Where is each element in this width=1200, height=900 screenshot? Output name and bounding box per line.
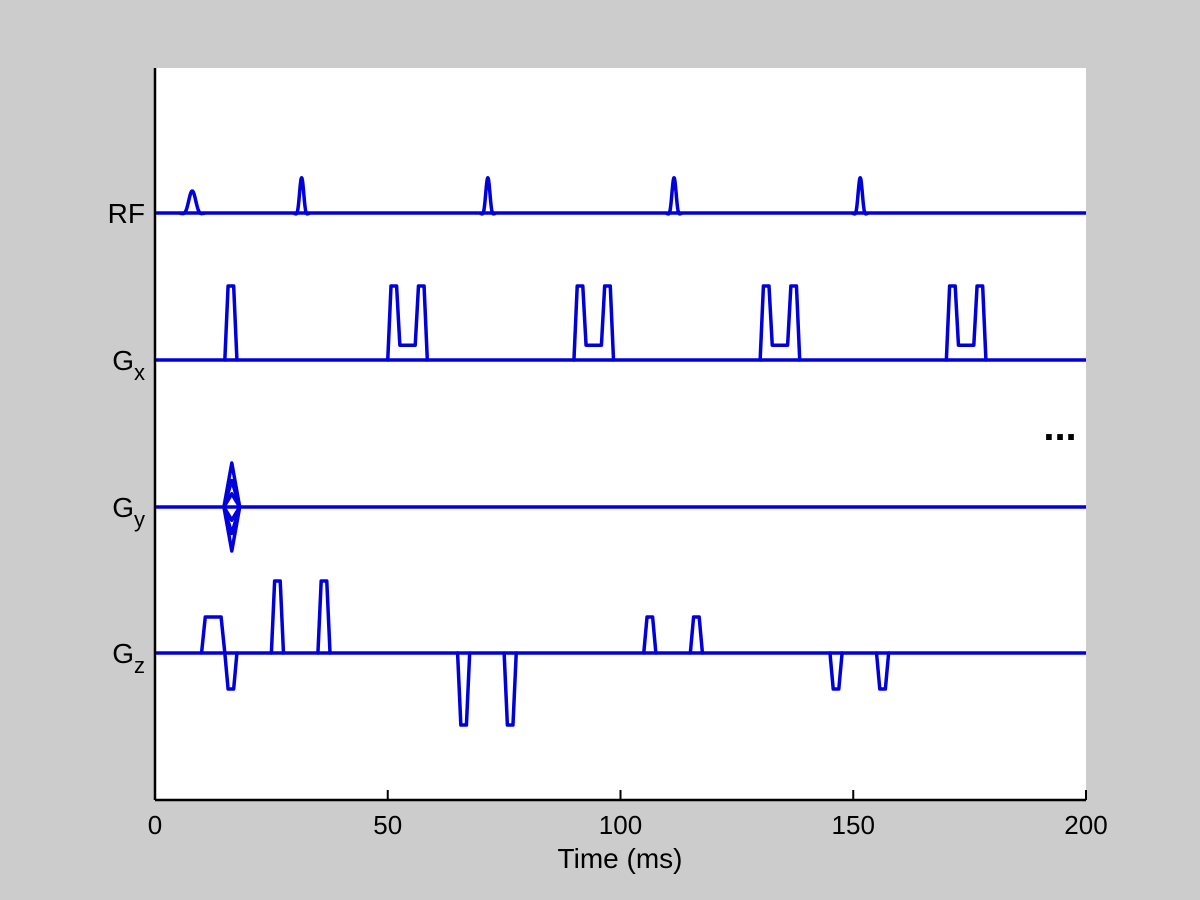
pulse-3-9 (874, 651, 891, 691)
pulse-0-0 (178, 189, 206, 216)
pulse-2-0-level-2 (222, 492, 242, 509)
x-tick-label-3: 150 (832, 810, 875, 840)
x-tick-group: 0 50 100 150 200 (148, 790, 1108, 840)
pulse-1-2 (572, 284, 616, 362)
pulse-3-4 (455, 651, 472, 727)
row-label-0: RF (108, 198, 145, 229)
pulse-3-0 (199, 615, 227, 655)
pulse-3-3 (316, 579, 332, 655)
pulse-3-8 (828, 651, 844, 691)
pulse-0-3 (665, 176, 683, 216)
pulse-3-1 (223, 651, 239, 691)
x-tick-label-2: 100 (599, 810, 642, 840)
pulse-0-2 (479, 176, 497, 216)
row-label-2: Gy (112, 492, 145, 532)
x-axis-label: Time (ms) (558, 843, 683, 874)
x-tick-label-1: 50 (373, 810, 402, 840)
pulse-2-0 (222, 461, 242, 553)
pulse-0-4 (851, 176, 869, 216)
pulse-1-4 (944, 284, 988, 362)
x-tick-label-4: 200 (1064, 810, 1107, 840)
pulse-1-1 (386, 284, 430, 362)
row-label-3: Gz (112, 638, 145, 678)
plot-area (155, 68, 1086, 800)
pulse-0-1 (292, 176, 311, 216)
row-label-sub-2: y (134, 507, 145, 532)
pulse-3-5 (502, 651, 518, 727)
row-label-main-3: G (112, 638, 134, 669)
row-label-sub-1: x (134, 360, 145, 385)
pulse-1-0 (223, 284, 239, 362)
continuation-ellipsis: ... (1043, 405, 1076, 449)
row-label-1: Gx (112, 345, 145, 385)
row-label-main-1: G (112, 345, 134, 376)
row-label-main-0: RF (108, 198, 145, 229)
pulse-2-0-level-1 (222, 478, 242, 509)
pulse-3-6 (642, 615, 658, 655)
trace-group (155, 176, 1086, 727)
pulse-2-0-level-5 (222, 505, 242, 553)
pulse-1-3 (758, 284, 802, 362)
pulse-3-2 (269, 579, 286, 655)
row-label-sub-3: z (134, 653, 145, 678)
row-label-main-2: G (112, 492, 134, 523)
pulse-3-7 (688, 615, 705, 655)
x-tick-label-0: 0 (148, 810, 162, 840)
